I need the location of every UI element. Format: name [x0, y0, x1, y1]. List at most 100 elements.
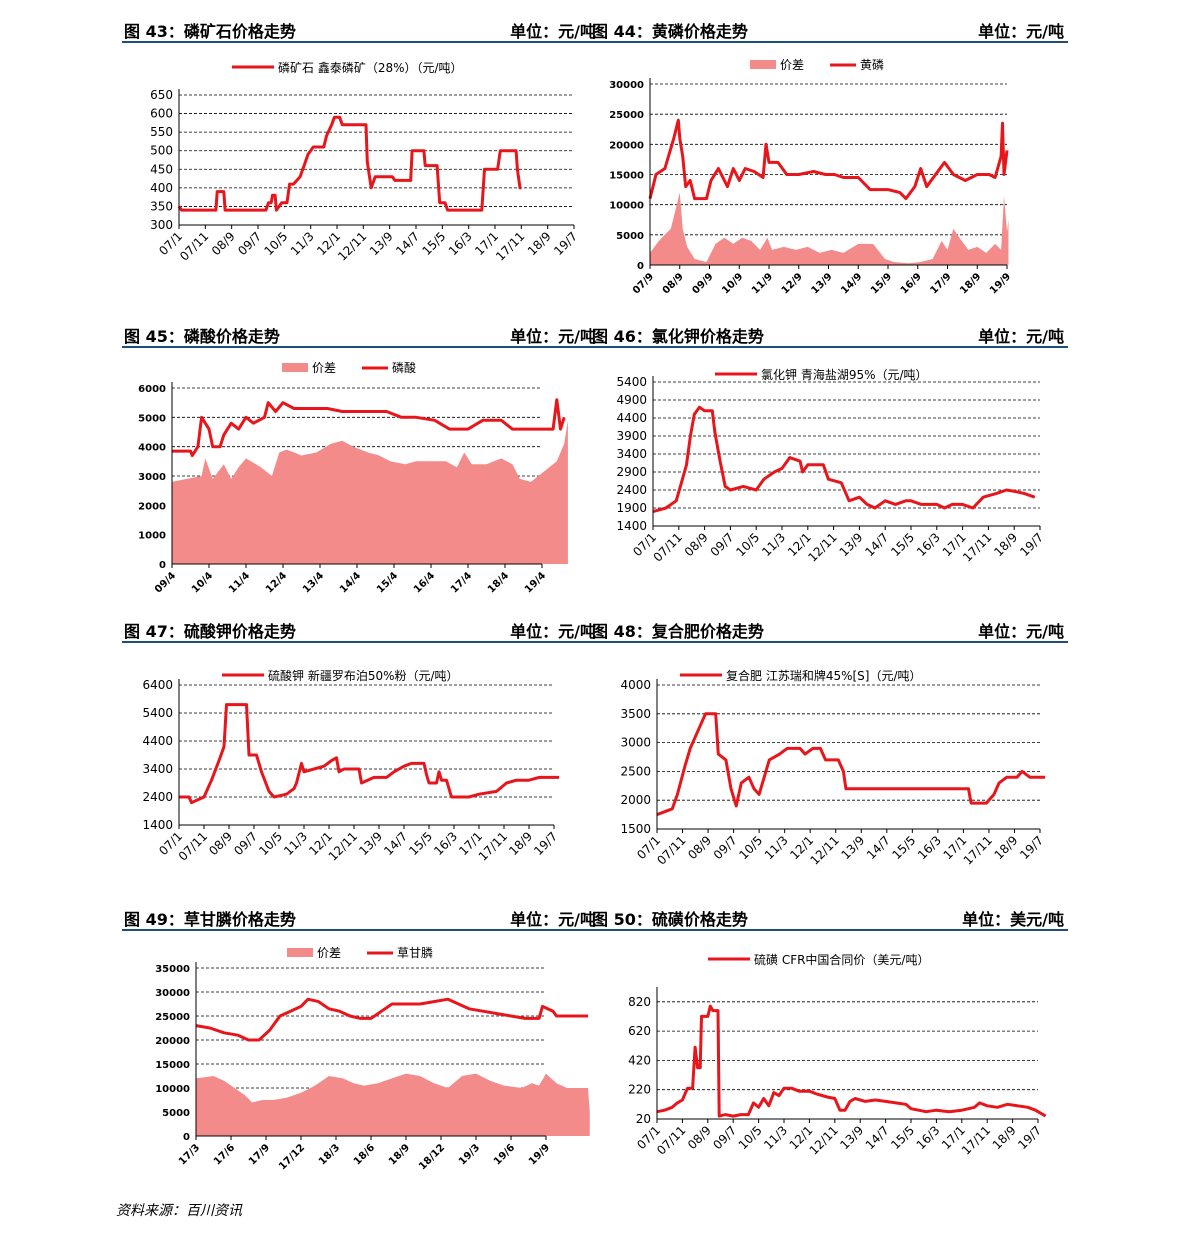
- y-tick-label: 35000: [155, 964, 190, 975]
- y-tick-label: 1500: [620, 822, 651, 836]
- x-tick-label: 18/12: [417, 1142, 447, 1172]
- chart-49: 0 5000 10000 15000 20000 25000 30000 35000 17/3 1…: [155, 945, 590, 1172]
- x-tick-label: 19/7: [1015, 1123, 1044, 1152]
- x-tick-label: 13/9: [809, 271, 834, 296]
- x-tick-label: 19/9: [988, 271, 1013, 296]
- y-tick-label: 1900: [616, 501, 647, 515]
- price-line: [172, 398, 566, 457]
- legend-label: 磷酸: [392, 360, 416, 375]
- x-tick-label: 18/9: [387, 1142, 412, 1167]
- x-tick-label: 08/9: [682, 530, 711, 559]
- panel-unit: 单位：元/吨: [978, 327, 1064, 346]
- x-tick-label: 12/11: [805, 530, 839, 564]
- panel-title: 图 43：磷矿石价格走势: [124, 22, 296, 41]
- x-tick-label: 16/3: [915, 833, 944, 862]
- y-tick-label: 15000: [155, 1060, 190, 1071]
- legend-label: 草甘膦: [397, 945, 433, 960]
- x-tick-label: 15/5: [419, 229, 448, 258]
- y-tick-label: 5000: [616, 231, 644, 242]
- y-tick-label: 300: [150, 218, 173, 232]
- x-tick-label: 18/9: [990, 1123, 1019, 1152]
- panel-45: 图 45：磷酸价格走势 单位：元/吨 0 1000 2000 3000 4000 5000…: [122, 320, 600, 595]
- y-tick-label: 650: [150, 88, 173, 102]
- chart-43: 30035040045050055060065007/107/1108/909/…: [150, 60, 580, 264]
- x-tick-label: 18/9: [525, 229, 554, 258]
- panel-unit: 单位：元/吨: [510, 327, 596, 346]
- x-tick-label: 17/11: [476, 829, 510, 863]
- y-tick-label: 3500: [620, 707, 651, 721]
- x-tick-label: 18/3: [317, 1142, 342, 1167]
- panel-unit: 单位：美元/吨: [962, 910, 1064, 929]
- y-tick-label: 0: [637, 261, 644, 272]
- x-tick-label: 07/11: [176, 829, 210, 863]
- y-tick-label: 5400: [142, 706, 173, 720]
- y-tick-label: 2900: [616, 465, 647, 479]
- panel-header: 图 44：黄磷价格走势 单位：元/吨: [590, 15, 1068, 43]
- y-tick-label: 3000: [620, 736, 651, 750]
- x-tick-label: 13/4: [301, 570, 326, 595]
- x-tick-label: 10/4: [190, 570, 215, 595]
- x-tick-label: 18/9: [992, 833, 1021, 862]
- x-tick-label: 12/11: [807, 1123, 841, 1157]
- x-tick-label: 17/3: [177, 1142, 202, 1167]
- x-tick-label: 10/5: [256, 829, 285, 858]
- x-tick-label: 11/9: [750, 271, 775, 296]
- panel-header: 图 50：硫磺价格走势 单位：美元/吨: [590, 903, 1068, 931]
- x-tick-label: 13/9: [837, 1123, 866, 1152]
- legend-label: 价差: [317, 946, 341, 960]
- spread-area: [650, 192, 1009, 265]
- spread-area: [172, 420, 568, 564]
- x-tick-label: 10/5: [733, 530, 762, 559]
- legend-label: 价差: [312, 361, 336, 375]
- x-tick-label: 11/3: [759, 530, 788, 559]
- y-tick-label: 450: [150, 162, 173, 176]
- x-tick-label: 16/4: [412, 570, 437, 595]
- panel-header: 图 47：硫酸钾价格走势 单位：元/吨: [122, 615, 600, 643]
- price-line: [177, 115, 522, 212]
- panel-unit: 单位：元/吨: [978, 622, 1064, 641]
- x-tick-label: 15/4: [375, 570, 400, 595]
- chart-46: 1400 1900 2400 2900 3400 3900 4400 4900 5400 07/1…: [616, 367, 1046, 565]
- x-tick-label: 12/11: [335, 229, 369, 263]
- x-tick-label: 12/4: [264, 570, 289, 595]
- y-tick-label: 2400: [616, 483, 647, 497]
- x-tick-label: 07/11: [177, 229, 211, 263]
- x-tick-label: 08/9: [661, 271, 686, 296]
- x-tick-label: 08/9: [209, 229, 238, 258]
- x-tick-label: 11/3: [761, 1123, 790, 1152]
- y-tick-label: 600: [150, 107, 173, 121]
- x-tick-label: 14/4: [338, 570, 363, 595]
- x-tick-label: 17/6: [212, 1142, 237, 1167]
- panel-44: 图 44：黄磷价格走势 单位：元/吨 0 5000 10000 15000 20000 2…: [590, 15, 1068, 296]
- x-tick-label: 15/5: [888, 1123, 917, 1152]
- y-tick-label: 350: [150, 199, 173, 213]
- y-tick-label: 4000: [138, 443, 166, 454]
- x-tick-label: 07/11: [654, 1123, 688, 1157]
- x-tick-label: 16/3: [914, 1123, 943, 1152]
- y-tick-label: 2000: [138, 501, 166, 512]
- x-tick-label: 17/9: [928, 271, 953, 296]
- y-tick-label: 2400: [142, 790, 173, 804]
- x-tick-label: 18/9: [958, 271, 983, 296]
- y-tick-label: 2000: [620, 793, 651, 807]
- x-tick-label: 12/11: [326, 829, 360, 863]
- panel-title: 图 49：草甘膦价格走势: [124, 910, 296, 929]
- y-tick-label: 25000: [155, 1012, 190, 1023]
- x-tick-label: 08/9: [685, 833, 714, 862]
- panel-title: 图 45：磷酸价格走势: [124, 327, 280, 346]
- y-tick-label: 5000: [162, 1108, 190, 1119]
- panel-title: 图 48：复合肥价格走势: [592, 622, 764, 641]
- x-tick-label: 13/9: [838, 833, 867, 862]
- panel-header: 图 48：复合肥价格走势 单位：元/吨: [590, 615, 1068, 643]
- panel-title: 图 44：黄磷价格走势: [592, 22, 748, 41]
- legend-label: 价差: [780, 58, 804, 72]
- y-tick-label: 3400: [616, 447, 647, 461]
- x-tick-label: 17/9: [247, 1142, 272, 1167]
- x-tick-label: 18/9: [506, 829, 535, 858]
- x-tick-label: 10/5: [261, 229, 290, 258]
- x-tick-label: 19/7: [531, 829, 560, 858]
- x-tick-label: 17/12: [277, 1142, 307, 1172]
- panel-header: 图 45：磷酸价格走势 单位：元/吨: [122, 320, 600, 348]
- y-tick-label: 10000: [609, 201, 644, 212]
- x-tick-label: 10/5: [736, 833, 765, 862]
